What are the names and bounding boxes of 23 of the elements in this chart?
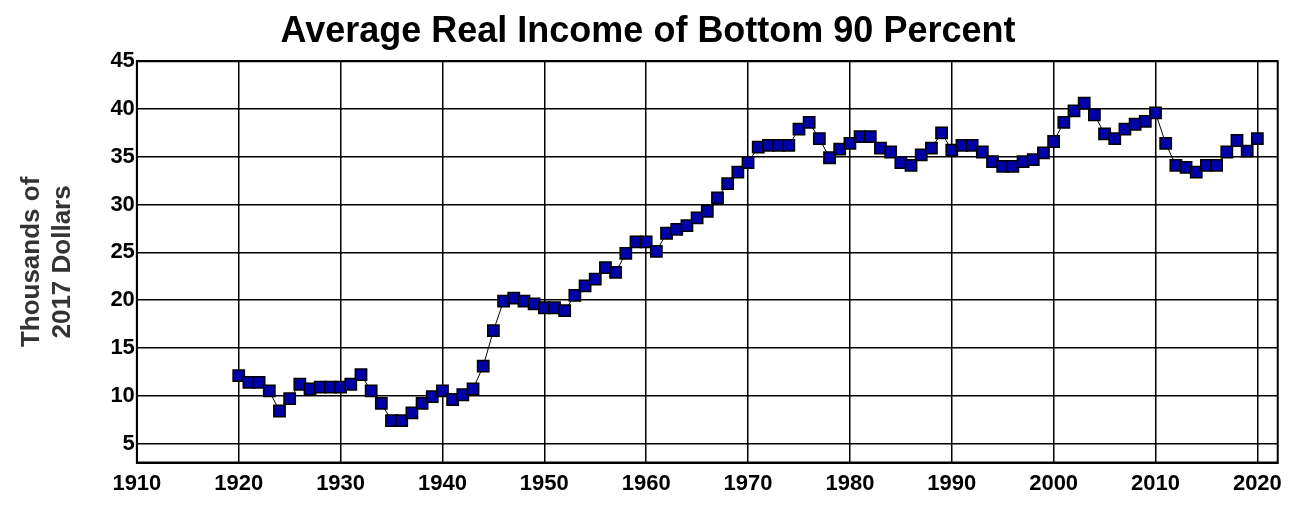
x-tick-label: 1950 <box>519 469 569 495</box>
x-tick-label: 1990 <box>927 469 977 495</box>
x-tick-label: 1920 <box>214 469 264 495</box>
y-tick-label: 5 <box>122 429 135 455</box>
y-tick-label: 35 <box>110 142 135 168</box>
y-tick-label: 10 <box>110 381 135 407</box>
chart-title: Average Real Income of Bottom 90 Percent <box>280 8 1016 50</box>
y-axis-title: Thousands of 2017 Dollars <box>14 176 76 348</box>
x-tick-label: 2000 <box>1029 469 1079 495</box>
x-tick-label: 1940 <box>417 469 467 495</box>
x-tick-label: 2010 <box>1131 469 1180 495</box>
y-tick-label: 40 <box>110 95 135 121</box>
x-tick-label: 1930 <box>316 469 366 495</box>
y-tick-label: 15 <box>110 333 135 359</box>
x-tick-label: 2020 <box>1232 469 1282 495</box>
x-tick-label: 1970 <box>723 469 773 495</box>
x-tick-label: 1980 <box>825 469 875 495</box>
y-tick-label: 30 <box>110 190 135 216</box>
y-tick-label: 25 <box>110 238 135 264</box>
x-tick-label: 1910 <box>112 469 162 495</box>
x-tick-label: 1960 <box>621 469 671 495</box>
y-tick-label: 45 <box>110 47 135 73</box>
y-tick-label: 20 <box>110 286 135 312</box>
